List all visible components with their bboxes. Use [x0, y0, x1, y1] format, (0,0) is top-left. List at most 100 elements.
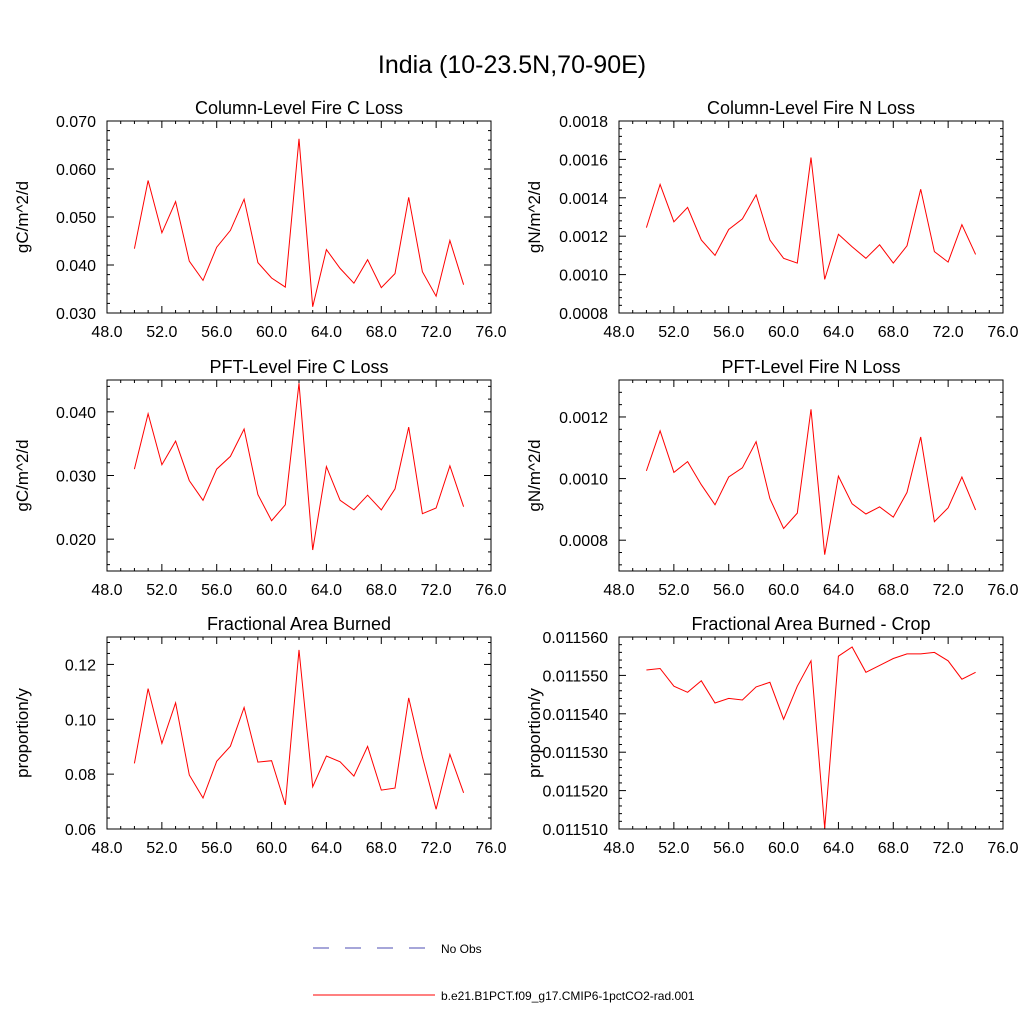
- y-axis-label: gC/m^2/d: [13, 439, 32, 511]
- series-line: [133, 649, 465, 810]
- y-tick-label: 0.020: [56, 532, 96, 549]
- x-tick-label: 68.0: [366, 582, 397, 599]
- y-tick-label: 0.050: [56, 210, 96, 227]
- series-line: [133, 383, 465, 551]
- x-tick-label: 56.0: [201, 324, 232, 341]
- plot-frame: [106, 379, 492, 572]
- y-axis-label: gN/m^2/d: [525, 181, 544, 253]
- x-tick-label: 64.0: [311, 582, 342, 599]
- x-tick-label: 68.0: [878, 840, 909, 857]
- x-tick-label: 64.0: [311, 840, 342, 857]
- series-line: [645, 157, 977, 280]
- y-axis-label: gN/m^2/d: [525, 439, 544, 511]
- x-tick-label: 48.0: [91, 324, 122, 341]
- y-tick-label: 0.0018: [559, 114, 608, 131]
- y-tick-label: 0.040: [56, 405, 96, 422]
- x-tick-label: 76.0: [987, 324, 1018, 341]
- x-tick-label: 72.0: [421, 840, 452, 857]
- x-tick-label: 76.0: [475, 582, 506, 599]
- y-tick-label: 0.030: [56, 306, 96, 323]
- x-tick-label: 72.0: [933, 840, 964, 857]
- legend-label-no-obs: No Obs: [441, 942, 482, 956]
- y-axis-label: proportion/y: [13, 688, 32, 778]
- x-tick-label: 48.0: [91, 582, 122, 599]
- x-tick-label: 60.0: [768, 324, 799, 341]
- y-tick-label: 0.0010: [559, 268, 608, 285]
- chart-panel-2: Column-Level Fire N Loss gN/m^2/d 48.0 52.0…: [525, 98, 1019, 341]
- x-tick-label: 52.0: [658, 840, 689, 857]
- y-tick-label: 0.011530: [542, 745, 608, 762]
- x-tick-label: 60.0: [256, 582, 287, 599]
- x-tick-label: 52.0: [658, 582, 689, 599]
- y-tick-label: 0.011560: [542, 630, 608, 647]
- panel-title: Column-Level Fire N Loss: [707, 98, 915, 118]
- y-axis-label: gC/m^2/d: [13, 181, 32, 253]
- chart-panel-1: Column-Level Fire C Loss gC/m^2/d 48.0 52.0…: [13, 98, 507, 341]
- plot-frame: [618, 379, 1004, 572]
- plot-frame: [618, 120, 1004, 314]
- x-tick-label: 56.0: [201, 840, 232, 857]
- panel-title: PFT-Level Fire N Loss: [721, 357, 900, 377]
- y-tick-label: 0.0014: [559, 191, 608, 208]
- plot-frame: [106, 120, 492, 314]
- x-tick-label: 68.0: [878, 324, 909, 341]
- x-tick-label: 48.0: [91, 840, 122, 857]
- x-tick-label: 68.0: [366, 324, 397, 341]
- chart-panel-3: PFT-Level Fire C Loss gC/m^2/d 48.0 52.0 56.…: [13, 357, 507, 599]
- y-tick-label: 0.0008: [559, 306, 608, 323]
- y-tick-label: 0.011540: [542, 707, 608, 724]
- y-tick-label: 0.0016: [559, 152, 608, 169]
- x-tick-label: 64.0: [823, 840, 854, 857]
- y-tick-label: 0.06: [65, 822, 96, 839]
- x-tick-label: 60.0: [768, 582, 799, 599]
- x-tick-label: 52.0: [146, 840, 177, 857]
- series-line: [133, 138, 465, 307]
- y-tick-label: 0.060: [56, 162, 96, 179]
- panel-title: Fractional Area Burned - Crop: [691, 614, 930, 634]
- x-tick-label: 76.0: [987, 840, 1018, 857]
- panels: Column-Level Fire C Loss gC/m^2/d 48.0 52.0…: [13, 98, 1019, 857]
- y-tick-label: 0.011520: [542, 784, 608, 801]
- series-line: [646, 646, 976, 829]
- x-tick-label: 72.0: [933, 582, 964, 599]
- x-tick-label: 60.0: [768, 840, 799, 857]
- y-tick-label: 0.0012: [559, 410, 608, 427]
- x-tick-label: 76.0: [475, 840, 506, 857]
- panel-title: PFT-Level Fire C Loss: [209, 357, 388, 377]
- x-tick-label: 68.0: [878, 582, 909, 599]
- x-tick-label: 56.0: [713, 840, 744, 857]
- y-tick-label: 0.0008: [559, 533, 608, 550]
- x-tick-label: 64.0: [311, 324, 342, 341]
- y-tick-label: 0.10: [65, 712, 96, 729]
- y-tick-label: 0.0010: [559, 472, 608, 489]
- x-tick-label: 52.0: [146, 324, 177, 341]
- x-tick-label: 72.0: [421, 324, 452, 341]
- x-tick-label: 56.0: [201, 582, 232, 599]
- y-axis-label: proportion/y: [525, 688, 544, 778]
- chart-panel-4: PFT-Level Fire N Loss gN/m^2/d 48.0 52.0 56.…: [525, 357, 1019, 599]
- x-tick-label: 56.0: [713, 582, 744, 599]
- x-tick-label: 48.0: [603, 840, 634, 857]
- y-tick-label: 0.040: [56, 258, 96, 275]
- figure-title: India (10-23.5N,70-90E): [378, 51, 646, 79]
- y-tick-label: 0.030: [56, 469, 96, 486]
- chart-panel-5: Fractional Area Burned proportion/y 48.0 52…: [13, 614, 507, 857]
- x-tick-label: 52.0: [658, 324, 689, 341]
- x-tick-label: 64.0: [823, 324, 854, 341]
- x-tick-label: 60.0: [256, 840, 287, 857]
- x-tick-label: 56.0: [713, 324, 744, 341]
- panel-title: Fractional Area Burned: [207, 614, 391, 634]
- x-tick-label: 48.0: [603, 324, 634, 341]
- x-tick-label: 72.0: [421, 582, 452, 599]
- chart-panel-6: Fractional Area Burned - Crop proportion/…: [525, 614, 1019, 857]
- y-tick-label: 0.08: [65, 767, 96, 784]
- series-line: [645, 409, 977, 555]
- y-tick-label: 0.011550: [542, 668, 608, 685]
- x-tick-label: 72.0: [933, 324, 964, 341]
- y-tick-label: 0.070: [56, 114, 96, 131]
- panel-title: Column-Level Fire C Loss: [195, 98, 403, 118]
- y-tick-label: 0.0012: [559, 229, 608, 246]
- x-tick-label: 64.0: [823, 582, 854, 599]
- y-tick-label: 0.011510: [542, 822, 608, 839]
